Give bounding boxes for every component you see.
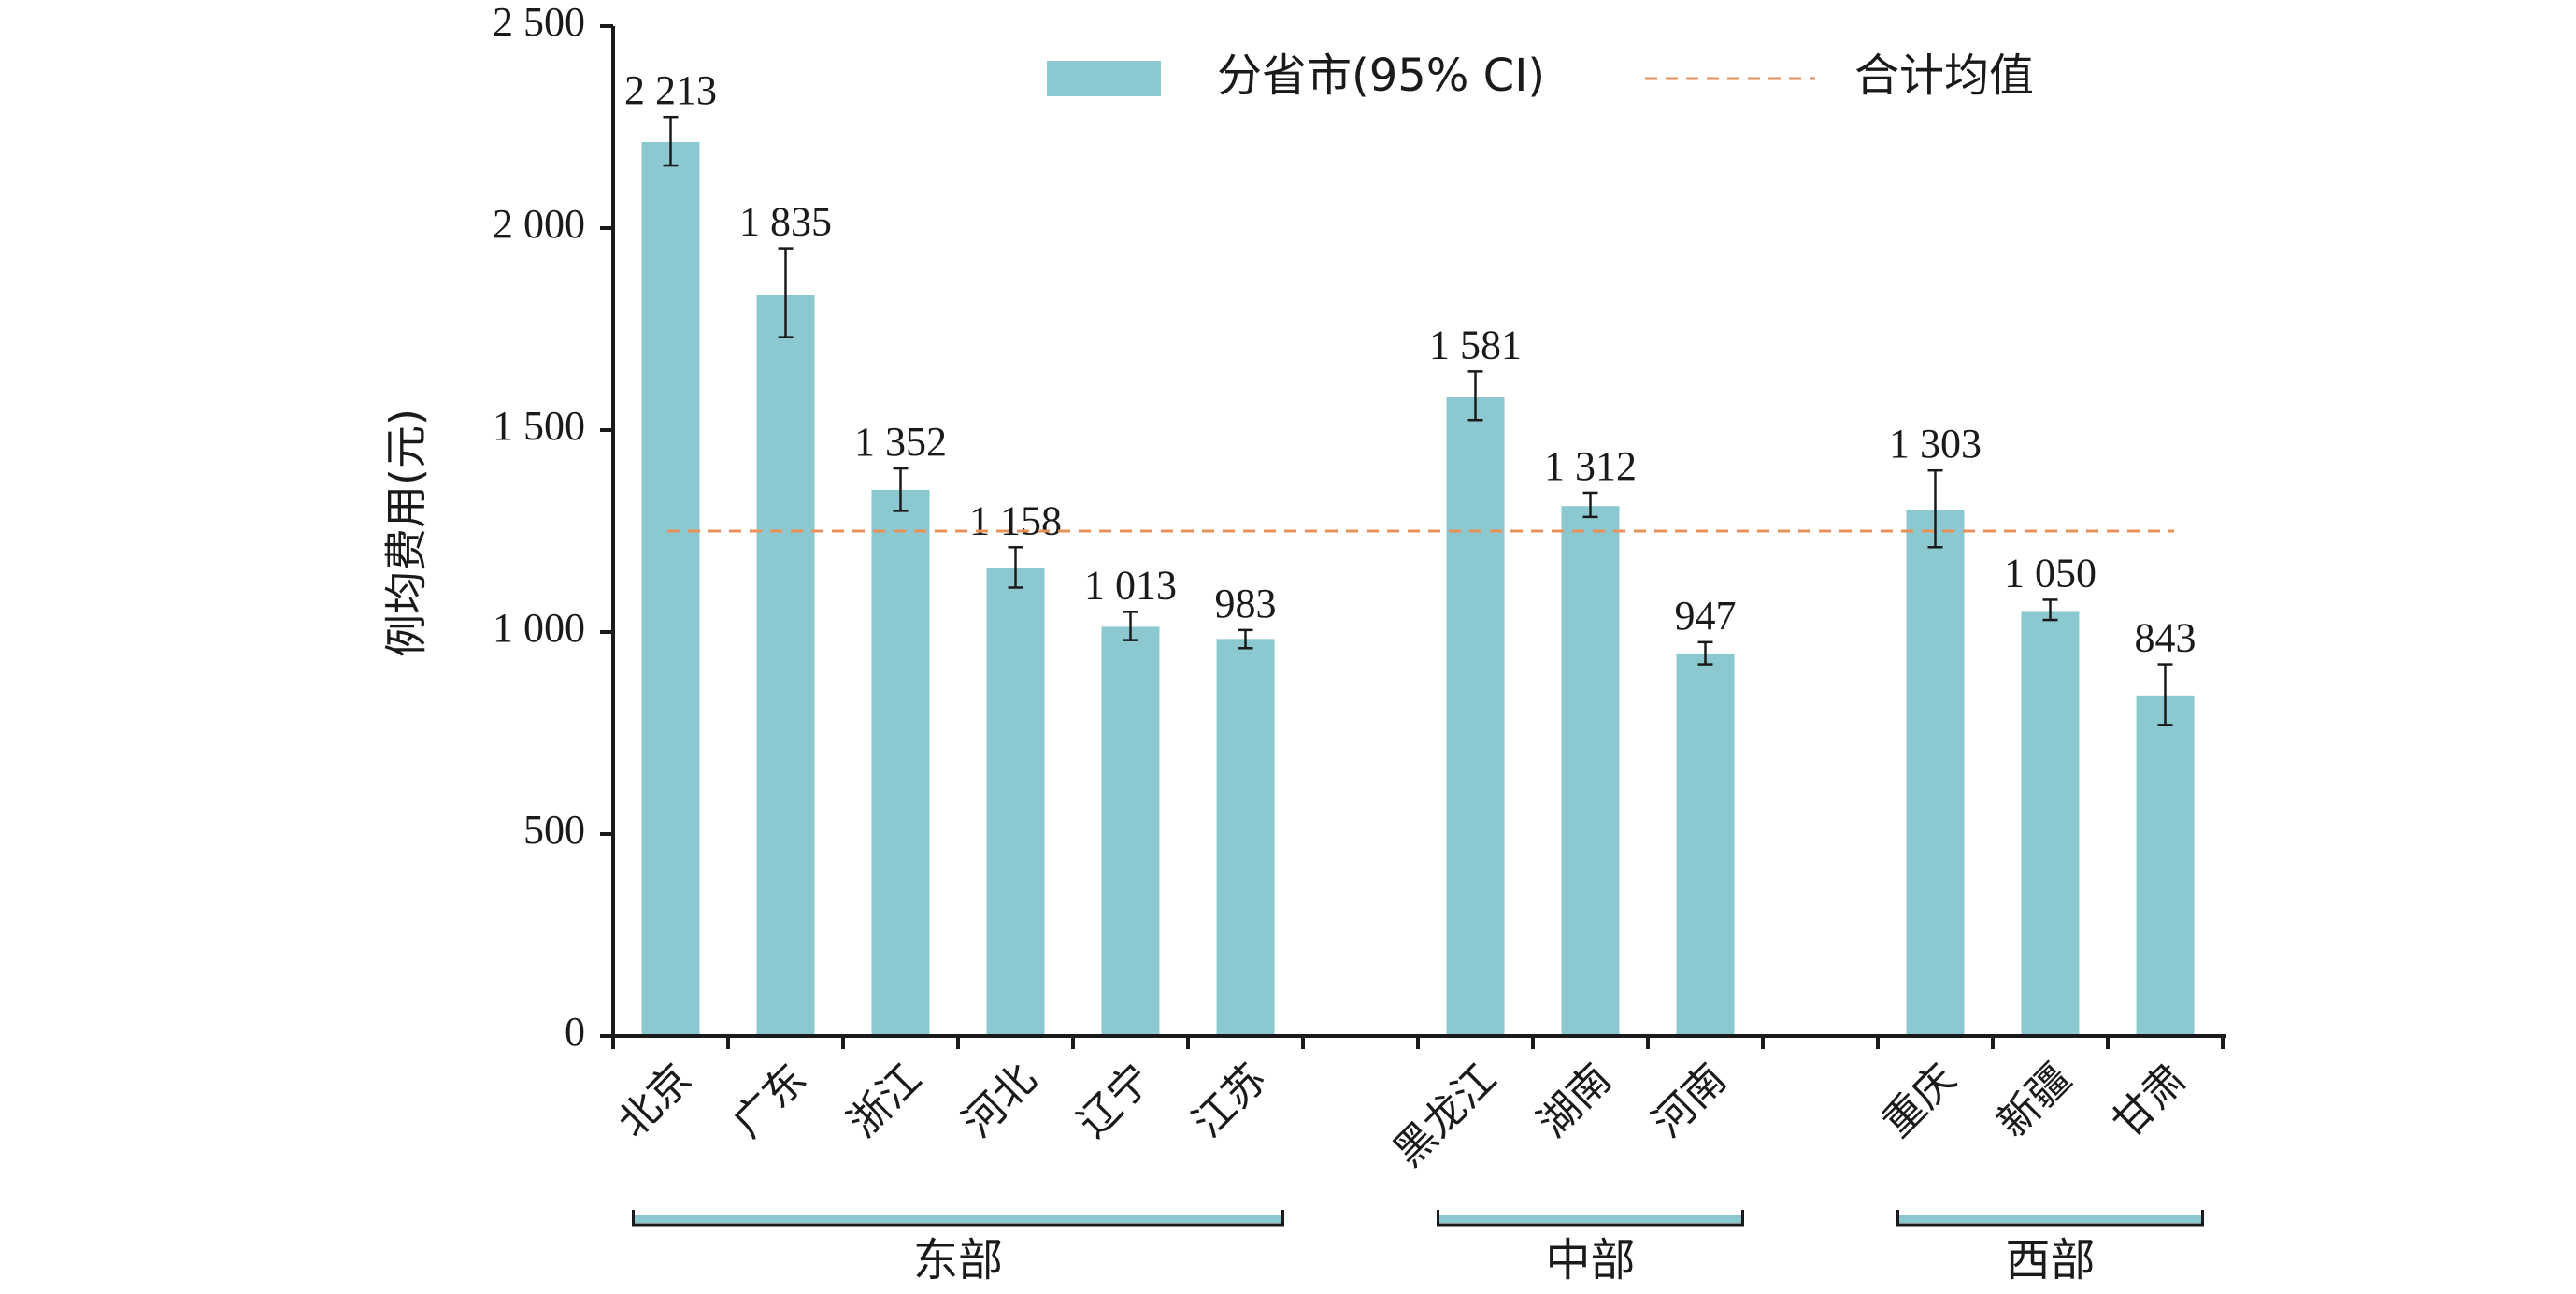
category-label-江苏: 江苏 bbox=[1183, 1055, 1275, 1146]
value-labels: 2 213 1 835 1 352 1 158 1 013 983 1 581 1 312 94… bbox=[624, 67, 2197, 660]
category-label-河南: 河南 bbox=[1643, 1055, 1735, 1146]
bar-黑龙江 bbox=[1446, 397, 1505, 1036]
value-label-广东: 1 835 bbox=[739, 199, 832, 245]
y-tick-label-1500: 1 500 bbox=[493, 403, 585, 449]
category-label-甘肃: 甘肃 bbox=[2103, 1055, 2195, 1146]
value-label-甘肃: 843 bbox=[2135, 615, 2197, 661]
legend: 分省市(95% CI) 合计均值 bbox=[1047, 50, 2034, 102]
category-label-广东: 广东 bbox=[723, 1055, 815, 1146]
bar-江苏 bbox=[1216, 639, 1275, 1036]
bars bbox=[641, 141, 2195, 1036]
bar-甘肃 bbox=[2136, 695, 2195, 1036]
error-bars bbox=[663, 115, 2173, 726]
group-label-0: 东部 bbox=[913, 1234, 1003, 1287]
category-label-新疆: 新疆 bbox=[1988, 1055, 2080, 1146]
category-label-黑龙江: 黑龙江 bbox=[1384, 1055, 1505, 1175]
group-bracket-0 bbox=[632, 1210, 1284, 1227]
group-brackets: 东部 中部 西部 bbox=[632, 1210, 2204, 1287]
y-tick-label-2000: 2 000 bbox=[493, 201, 585, 247]
bar-浙江 bbox=[871, 489, 930, 1036]
group-bracket-2 bbox=[1896, 1210, 2204, 1227]
y-axis-ticks: 0 500 1 000 1 500 2 000 2 500 bbox=[493, 0, 613, 1055]
legend-bar-label: 分省市(95% CI) bbox=[1217, 50, 1545, 102]
y-tick-label-2500: 2 500 bbox=[493, 0, 585, 45]
value-label-黑龙江: 1 581 bbox=[1429, 322, 1522, 367]
y-tick-label-0: 0 bbox=[565, 1009, 585, 1055]
bar-河北 bbox=[986, 568, 1045, 1036]
value-label-新疆: 1 050 bbox=[2004, 550, 2097, 596]
bar-湖南 bbox=[1561, 506, 1620, 1036]
legend-bar-swatch bbox=[1047, 61, 1161, 96]
value-label-湖南: 1 312 bbox=[1544, 443, 1637, 489]
value-label-江苏: 983 bbox=[1215, 581, 1277, 626]
bar-重庆 bbox=[1906, 510, 1965, 1036]
y-axis-title: 例均费用(元) bbox=[381, 409, 432, 657]
legend-reference-label: 合计均值 bbox=[1854, 50, 2034, 102]
axes bbox=[611, 26, 2226, 1049]
group-bracket-1 bbox=[1437, 1210, 1744, 1227]
bar-广东 bbox=[756, 295, 815, 1036]
category-label-辽宁: 辽宁 bbox=[1068, 1055, 1160, 1146]
value-label-重庆: 1 303 bbox=[1889, 421, 1982, 467]
category-label-河北: 河北 bbox=[953, 1055, 1045, 1146]
category-label-浙江: 浙江 bbox=[838, 1055, 930, 1146]
bar-辽宁 bbox=[1101, 626, 1160, 1036]
value-label-河南: 947 bbox=[1675, 593, 1737, 639]
value-label-北京: 2 213 bbox=[624, 67, 717, 113]
y-tick-label-500: 500 bbox=[523, 807, 585, 853]
bar-新疆 bbox=[2021, 611, 2080, 1036]
group-label-2: 西部 bbox=[2005, 1234, 2095, 1287]
group-label-1: 中部 bbox=[1545, 1234, 1635, 1287]
value-label-河北: 1 158 bbox=[969, 497, 1062, 543]
value-label-浙江: 1 352 bbox=[854, 419, 947, 465]
value-label-辽宁: 1 013 bbox=[1084, 562, 1177, 608]
y-tick-label-1000: 1 000 bbox=[493, 605, 585, 651]
category-label-湖南: 湖南 bbox=[1528, 1055, 1620, 1146]
category-label-重庆: 重庆 bbox=[1873, 1055, 1965, 1146]
category-label-北京: 北京 bbox=[608, 1055, 700, 1146]
category-labels: 北京 广东 浙江 河北 辽宁 江苏 黑龙江 湖南 河南 重庆 新疆 甘肃 bbox=[608, 1055, 2195, 1175]
bar-北京 bbox=[641, 141, 700, 1036]
bar-河南 bbox=[1676, 653, 1735, 1036]
